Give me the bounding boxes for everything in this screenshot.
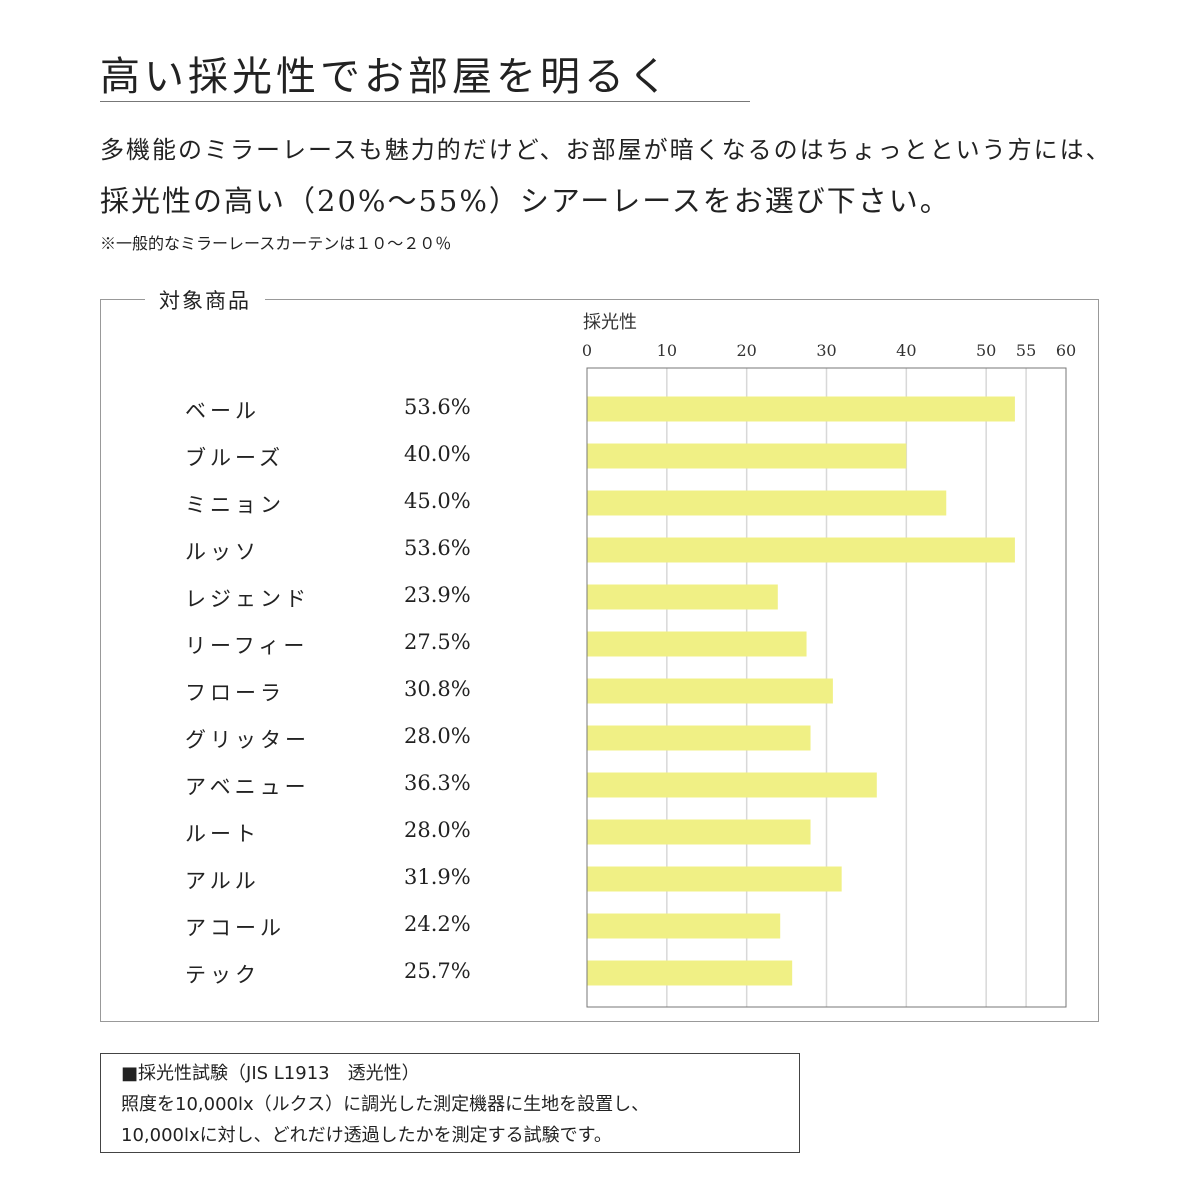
plot-frame: [586, 367, 1067, 1008]
tick-label: 20: [736, 341, 756, 360]
bar: [587, 490, 947, 516]
product-name: アルル: [185, 869, 260, 893]
tick-label: 30: [816, 341, 836, 360]
test-note-line: 照度を10,000lx（ルクス）に調光した測定機器に生地を設置し、: [121, 1094, 650, 1115]
bar: [587, 866, 842, 892]
data-label: 25.7%: [404, 959, 471, 983]
product-name: アコール: [185, 916, 285, 940]
product-name: フローラ: [185, 681, 285, 705]
bar: [587, 443, 907, 469]
bar: [587, 678, 833, 704]
product-name: グリッター: [185, 728, 310, 752]
test-note-box: ■採光性試験（JIS L1913 透光性） 照度を10,000lx（ルクス）に調…: [100, 1053, 800, 1153]
tick-label: 10: [657, 341, 677, 360]
bar: [587, 396, 1015, 422]
product-name: リーフィー: [185, 634, 309, 658]
bar: [587, 772, 877, 798]
data-label: 36.3%: [404, 771, 471, 795]
test-note-heading: ■採光性試験（JIS L1913 透光性）: [121, 1063, 420, 1084]
tick-label: 50: [976, 341, 996, 360]
products-panel: [100, 299, 1099, 1022]
tick-label: 0: [582, 341, 592, 360]
bar: [587, 913, 781, 939]
data-label: 53.6%: [404, 395, 471, 419]
bar: [587, 960, 793, 986]
data-label: 23.9%: [404, 583, 471, 607]
product-name: ベール: [185, 399, 260, 423]
tick-label: 40: [896, 341, 916, 360]
bar: [587, 631, 807, 657]
intro-line-1: 多機能のミラーレースも魅力的だけど、お部屋が暗くなるのはちょっとという方には、: [100, 136, 1112, 164]
product-name: ルッソ: [185, 540, 260, 564]
data-label: 28.0%: [404, 724, 471, 748]
test-note-line: 10,000lxに対し、どれだけ透過したかを測定する試験です。: [121, 1125, 612, 1146]
bar: [587, 819, 811, 845]
intro-line-2: 採光性の高い（20%～55%）シアーレースをお選び下さい。: [100, 178, 951, 220]
data-label: 27.5%: [404, 630, 471, 654]
highlighted-text: 採光性の高い: [100, 184, 287, 218]
data-label: 31.9%: [404, 865, 471, 889]
bar: [587, 725, 811, 751]
tick-label: 55: [1016, 341, 1036, 360]
product-name: ブルーズ: [185, 446, 284, 470]
product-name: レジェンド: [185, 587, 310, 611]
bar: [587, 537, 1015, 563]
product-name: アベニュー: [185, 775, 310, 799]
page-title: 高い採光性でお部屋を明るく: [100, 54, 672, 100]
bar: [587, 584, 778, 610]
data-label: 40.0%: [404, 442, 471, 466]
product-name: テック: [185, 963, 260, 987]
title-divider: [100, 101, 750, 102]
data-label: 53.6%: [404, 536, 471, 560]
intro-line-2-rest: （20%～55%）シアーレースをお選び下さい。: [286, 184, 951, 218]
panel-label: 対象商品: [145, 285, 265, 315]
data-label: 24.2%: [404, 912, 471, 936]
tick-label: 60: [1056, 341, 1076, 360]
data-label: 30.8%: [404, 677, 471, 701]
data-label: 45.0%: [404, 489, 471, 513]
product-name: ルート: [185, 822, 260, 846]
product-name: ミニョン: [185, 493, 285, 517]
intro-note: ※一般的なミラーレースカーテンは１０～２０％: [100, 234, 452, 253]
data-label: 28.0%: [404, 818, 471, 842]
axis-label: 採光性: [583, 312, 637, 333]
